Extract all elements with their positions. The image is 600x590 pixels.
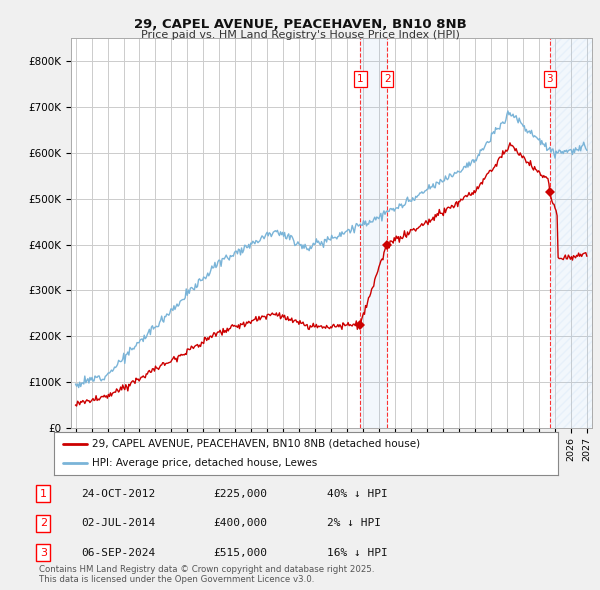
Text: 40% ↓ HPI: 40% ↓ HPI [327, 489, 388, 499]
Text: 3: 3 [40, 548, 47, 558]
Text: 29, CAPEL AVENUE, PEACEHAVEN, BN10 8NB (detached house): 29, CAPEL AVENUE, PEACEHAVEN, BN10 8NB (… [92, 439, 420, 449]
Text: 1: 1 [40, 489, 47, 499]
Text: 2% ↓ HPI: 2% ↓ HPI [327, 519, 381, 528]
Text: 24-OCT-2012: 24-OCT-2012 [81, 489, 155, 499]
Text: 29, CAPEL AVENUE, PEACEHAVEN, BN10 8NB: 29, CAPEL AVENUE, PEACEHAVEN, BN10 8NB [134, 18, 466, 31]
Text: 2: 2 [384, 74, 391, 84]
Bar [360, 38, 387, 428]
Text: £515,000: £515,000 [213, 548, 267, 558]
Text: 1: 1 [357, 74, 364, 84]
Text: 2: 2 [40, 519, 47, 528]
Text: Contains HM Land Registry data © Crown copyright and database right 2025.
This d: Contains HM Land Registry data © Crown c… [39, 565, 374, 584]
Text: £400,000: £400,000 [213, 519, 267, 528]
Text: 02-JUL-2014: 02-JUL-2014 [81, 519, 155, 528]
Text: 16% ↓ HPI: 16% ↓ HPI [327, 548, 388, 558]
Text: HPI: Average price, detached house, Lewes: HPI: Average price, detached house, Lewe… [92, 458, 317, 468]
Text: £225,000: £225,000 [213, 489, 267, 499]
Text: 06-SEP-2024: 06-SEP-2024 [81, 548, 155, 558]
Bar [550, 38, 592, 428]
Text: Price paid vs. HM Land Registry's House Price Index (HPI): Price paid vs. HM Land Registry's House … [140, 30, 460, 40]
Text: 3: 3 [547, 74, 553, 84]
